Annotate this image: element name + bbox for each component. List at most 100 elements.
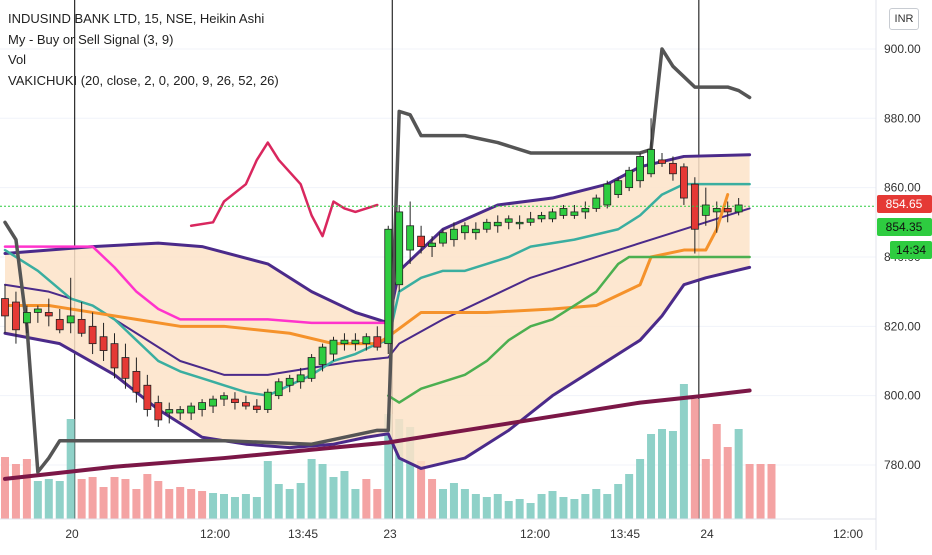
volume-bar bbox=[428, 479, 437, 519]
volume-bar bbox=[132, 489, 141, 519]
volume-bar bbox=[11, 464, 20, 519]
volume-bar bbox=[690, 399, 699, 519]
volume-bar bbox=[712, 424, 721, 519]
bearish-candle bbox=[373, 326, 382, 351]
bearish-candle bbox=[121, 343, 130, 389]
x-tick-label: 20 bbox=[65, 527, 79, 541]
candle-body bbox=[417, 235, 426, 247]
candle-body bbox=[592, 197, 601, 209]
volume-bar bbox=[701, 459, 710, 519]
bearish-candle bbox=[77, 302, 86, 337]
indicator-buy-sell-signal[interactable]: My - Buy or Sell Signal (3, 9) bbox=[8, 31, 174, 47]
bullish-candle bbox=[220, 392, 228, 407]
signal-line bbox=[3, 47, 752, 474]
candle-body bbox=[154, 402, 163, 421]
bearish-candle bbox=[132, 357, 141, 403]
candle-body bbox=[625, 169, 634, 189]
volume-bar bbox=[625, 474, 634, 519]
bullish-candle bbox=[66, 277, 75, 334]
candle-body bbox=[428, 242, 436, 247]
x-axis-ticks: 20 12:00 13:45 23 12:00 13:45 24 12:00 bbox=[65, 527, 863, 541]
candle-body bbox=[723, 208, 732, 213]
bullish-candle bbox=[592, 194, 601, 212]
bullish-candle bbox=[263, 388, 272, 413]
candles[interactable] bbox=[1, 118, 743, 427]
candle-body bbox=[351, 339, 360, 345]
volume-bar bbox=[756, 464, 765, 519]
volume-bar bbox=[745, 464, 754, 519]
y-tick-label: 780.00 bbox=[884, 458, 921, 472]
candle-body bbox=[1, 298, 9, 317]
bullish-candle bbox=[712, 201, 721, 233]
volume-bar bbox=[340, 471, 349, 519]
volume-bar bbox=[241, 494, 250, 519]
bearish-candle bbox=[110, 333, 119, 379]
candle-body bbox=[712, 208, 721, 213]
volume-bar bbox=[449, 483, 458, 519]
volume-bar bbox=[154, 481, 163, 519]
volume-bar bbox=[603, 494, 612, 519]
volume-bar bbox=[734, 429, 743, 519]
bullish-candle bbox=[450, 222, 458, 247]
volume-bar bbox=[22, 459, 31, 519]
bearish-candle bbox=[658, 152, 666, 167]
volume-bar bbox=[482, 497, 491, 519]
volume-bar bbox=[559, 497, 568, 519]
price-tags: 854.65 854.35 14:34 bbox=[877, 195, 932, 259]
volume-bar bbox=[77, 479, 86, 519]
volume-bar bbox=[767, 464, 776, 519]
bullish-candle bbox=[33, 305, 42, 323]
bullish-candle bbox=[296, 367, 305, 389]
volume-bar bbox=[44, 479, 53, 519]
volume-bar bbox=[351, 489, 360, 519]
bullish-candle bbox=[187, 402, 196, 420]
bollinger-band-area bbox=[5, 154, 750, 469]
candle-body bbox=[209, 398, 217, 407]
bearish-candle bbox=[55, 308, 64, 334]
ema-value-tag bbox=[877, 218, 932, 236]
candle-body bbox=[198, 402, 207, 410]
bullish-candle bbox=[285, 374, 294, 393]
candle-body bbox=[66, 315, 75, 324]
currency-button[interactable]: INR bbox=[889, 8, 919, 30]
bullish-candle bbox=[384, 225, 393, 355]
volume-bar bbox=[384, 414, 393, 519]
candle-body bbox=[734, 204, 743, 213]
volume-bar bbox=[395, 419, 404, 519]
volume-bar bbox=[548, 491, 557, 519]
volume-bar bbox=[504, 501, 513, 519]
x-tick-label: 12:00 bbox=[200, 527, 230, 541]
bearish-candle bbox=[1, 284, 9, 334]
y-tick-label: 800.00 bbox=[884, 389, 921, 403]
bearish-candle bbox=[88, 312, 97, 355]
bearish-candle bbox=[44, 298, 53, 327]
candle-body bbox=[340, 339, 349, 345]
bearish-candle bbox=[231, 392, 239, 410]
candle-body bbox=[121, 357, 130, 379]
candle-body bbox=[384, 228, 393, 345]
candle-body bbox=[263, 391, 272, 410]
bullish-candle bbox=[701, 187, 710, 226]
indicator-volume[interactable]: Vol bbox=[8, 52, 27, 67]
bullish-candle bbox=[351, 333, 360, 351]
bb_basis-line bbox=[4, 207, 751, 376]
symbol-title[interactable]: INDUSIND BANK LTD, 15, NSE, Heikin Ashi bbox=[8, 11, 265, 26]
volume-bar bbox=[537, 494, 546, 519]
bullish-candle bbox=[493, 215, 502, 233]
bearish-candle bbox=[252, 399, 261, 413]
candle-body bbox=[252, 405, 261, 410]
indicator-vakichuki[interactable]: VAKICHUKI (20, close, 2, 0, 200, 9, 26, … bbox=[8, 72, 279, 88]
bearish-candle bbox=[12, 291, 20, 344]
x-tick-label: 12:00 bbox=[833, 527, 863, 541]
candle-body bbox=[559, 208, 568, 216]
volume-bar bbox=[417, 461, 426, 519]
y-tick-label: 880.00 bbox=[884, 111, 921, 125]
volume-bar bbox=[88, 477, 97, 519]
candle-body bbox=[614, 180, 623, 195]
volume-bar bbox=[526, 503, 535, 519]
bullish-candle bbox=[318, 343, 327, 372]
candle-body bbox=[44, 312, 53, 317]
volume-bar bbox=[252, 497, 261, 519]
